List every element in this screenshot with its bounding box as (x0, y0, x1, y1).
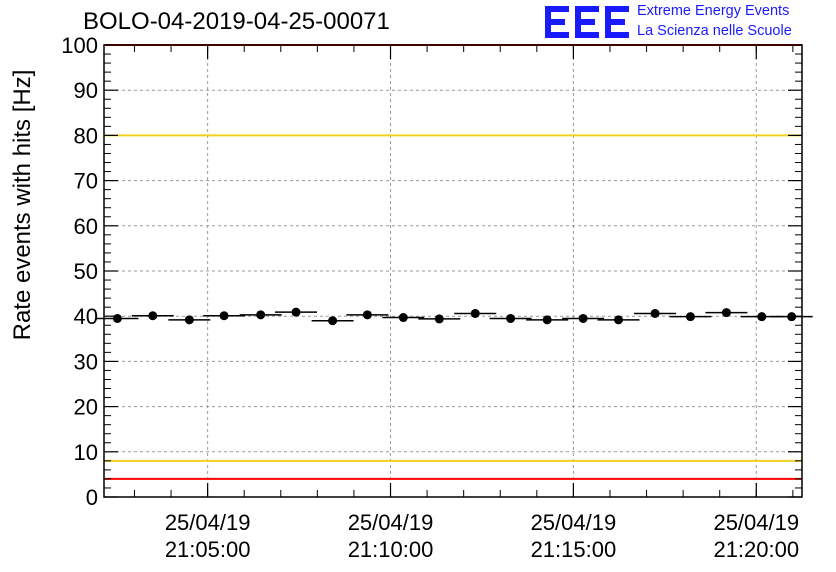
y-tick-label: 10 (74, 440, 98, 465)
y-tick-label: 70 (74, 169, 98, 194)
data-point (398, 313, 408, 323)
data-point (578, 313, 588, 323)
data-point (506, 313, 516, 323)
y-tick-label: 60 (74, 214, 98, 239)
data-point (256, 310, 266, 320)
x-tick-label-time: 21:20:00 (713, 537, 799, 562)
data-point (362, 310, 372, 320)
data-point (291, 307, 301, 317)
eee-logo-mark (545, 6, 629, 38)
y-tick-label: 30 (74, 349, 98, 374)
y-tick-label: 80 (74, 123, 98, 148)
data-point (184, 315, 194, 325)
y-tick-label: 0 (86, 485, 98, 510)
data-point (434, 314, 444, 324)
data-point (721, 308, 731, 318)
y-tick-label: 20 (74, 395, 98, 420)
axes: 010203040506070809010025/04/1921:05:0025… (61, 33, 802, 562)
data-point (542, 315, 552, 325)
data-point (148, 311, 158, 321)
chart-title: BOLO-04-2019-04-25-00071 (83, 8, 390, 35)
logo-text: Extreme Energy Events La Scienza nelle S… (637, 1, 792, 41)
logo-line-2: La Scienza nelle Scuole (637, 23, 792, 39)
grid-lines (104, 44, 802, 498)
x-tick-label-date: 25/04/19 (165, 510, 251, 535)
data-point (219, 311, 229, 321)
data-point (757, 312, 767, 322)
reference-lines (104, 44, 802, 480)
x-tick-label-date: 25/04/19 (531, 510, 617, 535)
eee-logo (543, 0, 635, 47)
data-point (685, 312, 695, 322)
y-tick-label: 40 (74, 304, 98, 329)
y-tick-label: 90 (74, 78, 98, 103)
x-tick-label-time: 21:05:00 (165, 537, 251, 562)
data-point (112, 313, 122, 323)
y-tick-label: 50 (74, 259, 98, 284)
x-tick-label-time: 21:10:00 (348, 537, 434, 562)
y-axis-label: Rate events with hits [Hz] (9, 70, 36, 341)
x-tick-label-date: 25/04/19 (713, 510, 799, 535)
data-points (96, 307, 813, 326)
data-point (650, 308, 660, 318)
x-tick-label-time: 21:15:00 (531, 537, 617, 562)
logo-line-1: Extreme Energy Events (637, 3, 790, 19)
data-point (470, 308, 480, 318)
data-point (614, 315, 624, 325)
y-tick-label: 100 (61, 33, 98, 58)
data-point (328, 316, 338, 326)
x-tick-label-date: 25/04/19 (348, 510, 434, 535)
